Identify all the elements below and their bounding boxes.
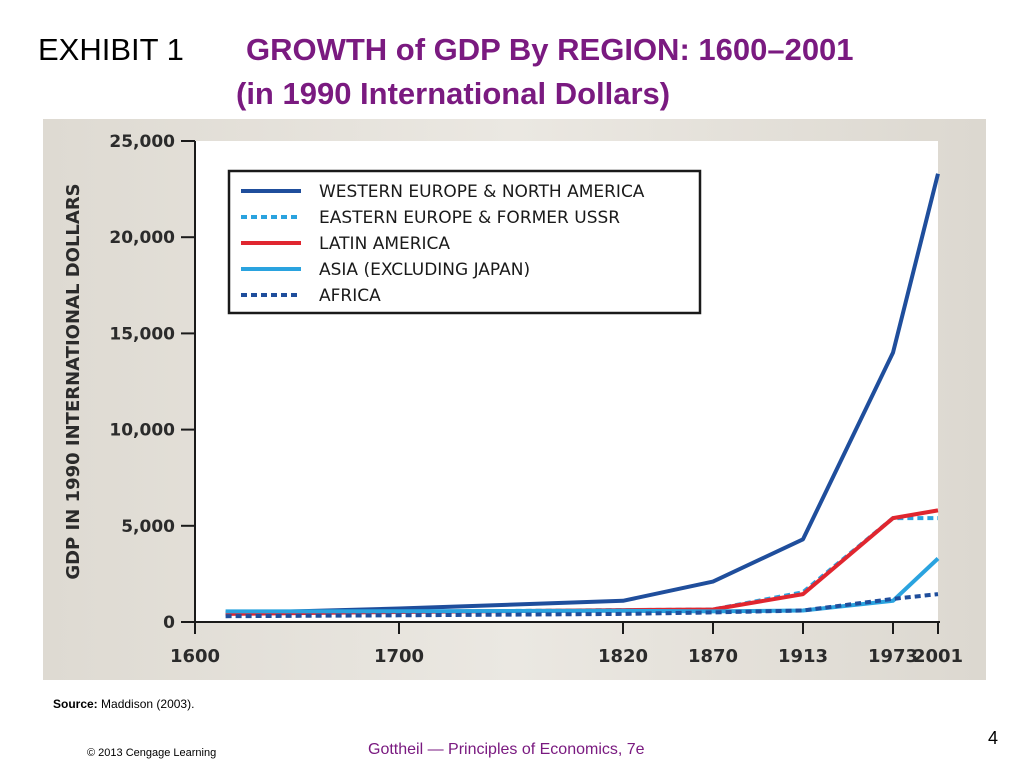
- y-tick-label: 5,000: [121, 517, 175, 537]
- x-tick-label: 1600: [170, 646, 220, 667]
- footer-book-title: Gottheil — Principles of Economics, 7e: [368, 741, 645, 758]
- exhibit-label: EXHIBIT 1: [38, 32, 184, 67]
- legend-label: WESTERN EUROPE & NORTH AMERICA: [319, 182, 645, 202]
- y-tick-label: 15,000: [109, 324, 175, 344]
- legend-label: AFRICA: [319, 286, 381, 306]
- y-tick-label: 20,000: [109, 228, 175, 248]
- gdp-line-chart: 0 5,000 10,000 15,000 20,000 25,000 1600 1700 18…: [63, 132, 963, 667]
- y-axis-title: GDP IN 1990 INTERNATIONAL DOLLARS: [63, 183, 84, 579]
- legend-box: [227, 169, 702, 315]
- series-line: [225, 173, 940, 616]
- x-tick-label: 1973: [868, 646, 918, 667]
- series-line: [225, 592, 939, 619]
- slide-subtitle: (in 1990 International Dollars): [236, 76, 671, 111]
- y-tick-label: 0: [163, 613, 175, 633]
- source-text: Maddison (2003).: [101, 697, 195, 711]
- slide-title: GROWTH of GDP By REGION: 1600–2001: [246, 32, 854, 67]
- x-tick-label: 1820: [598, 646, 648, 667]
- source-note: Source: Maddison (2003).: [53, 697, 194, 711]
- copyright-text: © 2013 Cengage Learning: [87, 747, 217, 759]
- legend-label: EASTERN EUROPE & FORMER USSR: [319, 208, 620, 228]
- y-tick-label: 25,000: [109, 132, 175, 152]
- chart-panel: 0 5,000 10,000 15,000 20,000 25,000 1600 1700 18…: [43, 119, 986, 680]
- x-tick-label: 1913: [778, 646, 828, 667]
- y-tick-label: 10,000: [109, 421, 175, 441]
- page-number: 4: [987, 728, 998, 748]
- x-tick-label: 2001: [913, 646, 963, 667]
- source-label: Source:: [53, 697, 98, 711]
- legend-label: LATIN AMERICA: [319, 234, 450, 254]
- series-line: [225, 557, 940, 614]
- x-tick-label: 1700: [374, 646, 424, 667]
- legend-label: ASIA (EXCLUDING JAPAN): [319, 260, 530, 280]
- x-tick-label: 1870: [688, 646, 738, 667]
